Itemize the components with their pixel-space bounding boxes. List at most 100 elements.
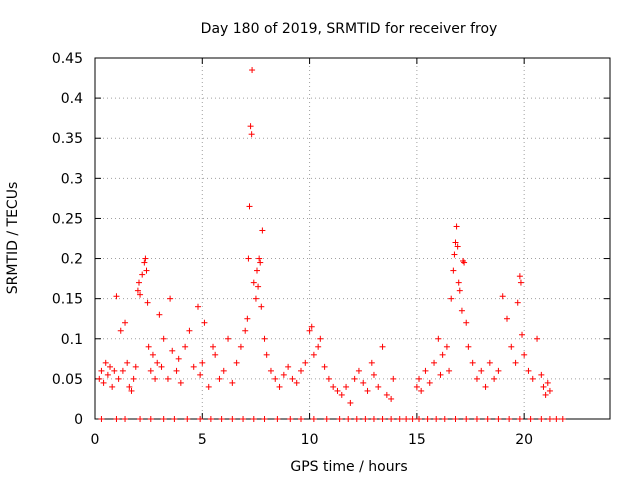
data-point [220,367,227,374]
data-point [98,367,105,374]
data-point [514,299,521,306]
data-point [325,375,332,382]
data-point [247,123,254,130]
data-point [169,347,176,354]
data-point [107,363,114,370]
data-point [323,416,330,422]
data-point [315,343,322,350]
data-point [482,383,489,390]
data-point [519,331,526,338]
data-point [201,319,208,326]
data-point [465,343,472,350]
data-point [469,359,476,366]
data-point [257,259,264,266]
data-point [252,295,259,302]
data-point [263,351,270,358]
data-point [137,291,144,298]
data-point [546,387,553,394]
data-point [287,416,294,422]
data-point [240,416,247,422]
data-point [145,343,152,350]
data-point [135,279,142,286]
data-point [249,67,256,74]
data-point [173,367,180,374]
data-point [117,327,124,334]
data-point [544,379,551,386]
data-point [538,371,545,378]
data-point [403,416,410,422]
x-tick-label: 15 [408,432,426,448]
x-axis-label: GPS time / hours [290,459,407,475]
data-point [302,359,309,366]
data-point [175,355,182,362]
data-point [347,399,354,406]
data-point [306,327,313,334]
data-point [267,367,274,374]
data-point [473,375,480,382]
data-point [98,416,105,422]
data-point [506,416,513,422]
data-point [276,383,283,390]
data-point [197,371,204,378]
data-point [248,131,255,138]
data-point [205,383,212,390]
data-point [261,416,268,422]
data-point [330,383,337,390]
data-point [437,371,444,378]
data-point [149,351,156,358]
data-point [321,363,328,370]
data-point [463,319,470,326]
data-point [484,416,491,422]
data-point [190,363,197,370]
data-point [355,367,362,374]
data-point [218,416,225,422]
data-point [245,255,252,262]
data-point [486,359,493,366]
data-point [115,375,122,382]
data-point [160,416,167,422]
data-point [454,243,461,250]
y-tick-label: 0.35 [52,131,83,147]
data-point [512,359,519,366]
data-point [244,315,251,322]
data-point [527,416,534,422]
data-point [229,379,236,386]
data-point [364,387,371,394]
data-point [504,315,510,322]
data-point [517,279,524,286]
data-point [379,416,386,422]
data-point [258,303,265,310]
data-point [370,416,377,422]
data-point [452,416,459,422]
data-point [435,335,442,342]
data-point [426,379,433,386]
data-point [516,273,523,280]
data-point [458,307,465,314]
data-point [113,293,120,300]
data-point [285,363,292,370]
data-point [184,416,191,422]
data-point [441,416,448,422]
x-tick-label: 0 [91,432,100,448]
chart-title: Day 180 of 2019, SRMTID for receiver fro… [201,21,498,37]
data-point [144,299,151,306]
data-point [353,416,360,422]
data-point [546,416,553,422]
data-point [122,319,129,326]
data-point [160,335,167,342]
data-point [152,375,159,382]
data-points [96,67,566,422]
data-point [362,416,369,422]
data-point [216,375,223,382]
data-point [456,287,463,294]
data-point [542,391,549,398]
data-point [559,416,566,422]
data-point [111,367,118,374]
data-point [495,367,502,374]
data-point [416,375,423,382]
data-point [143,267,150,274]
data-point [280,371,287,378]
data-point [540,383,547,390]
data-point [197,416,204,422]
